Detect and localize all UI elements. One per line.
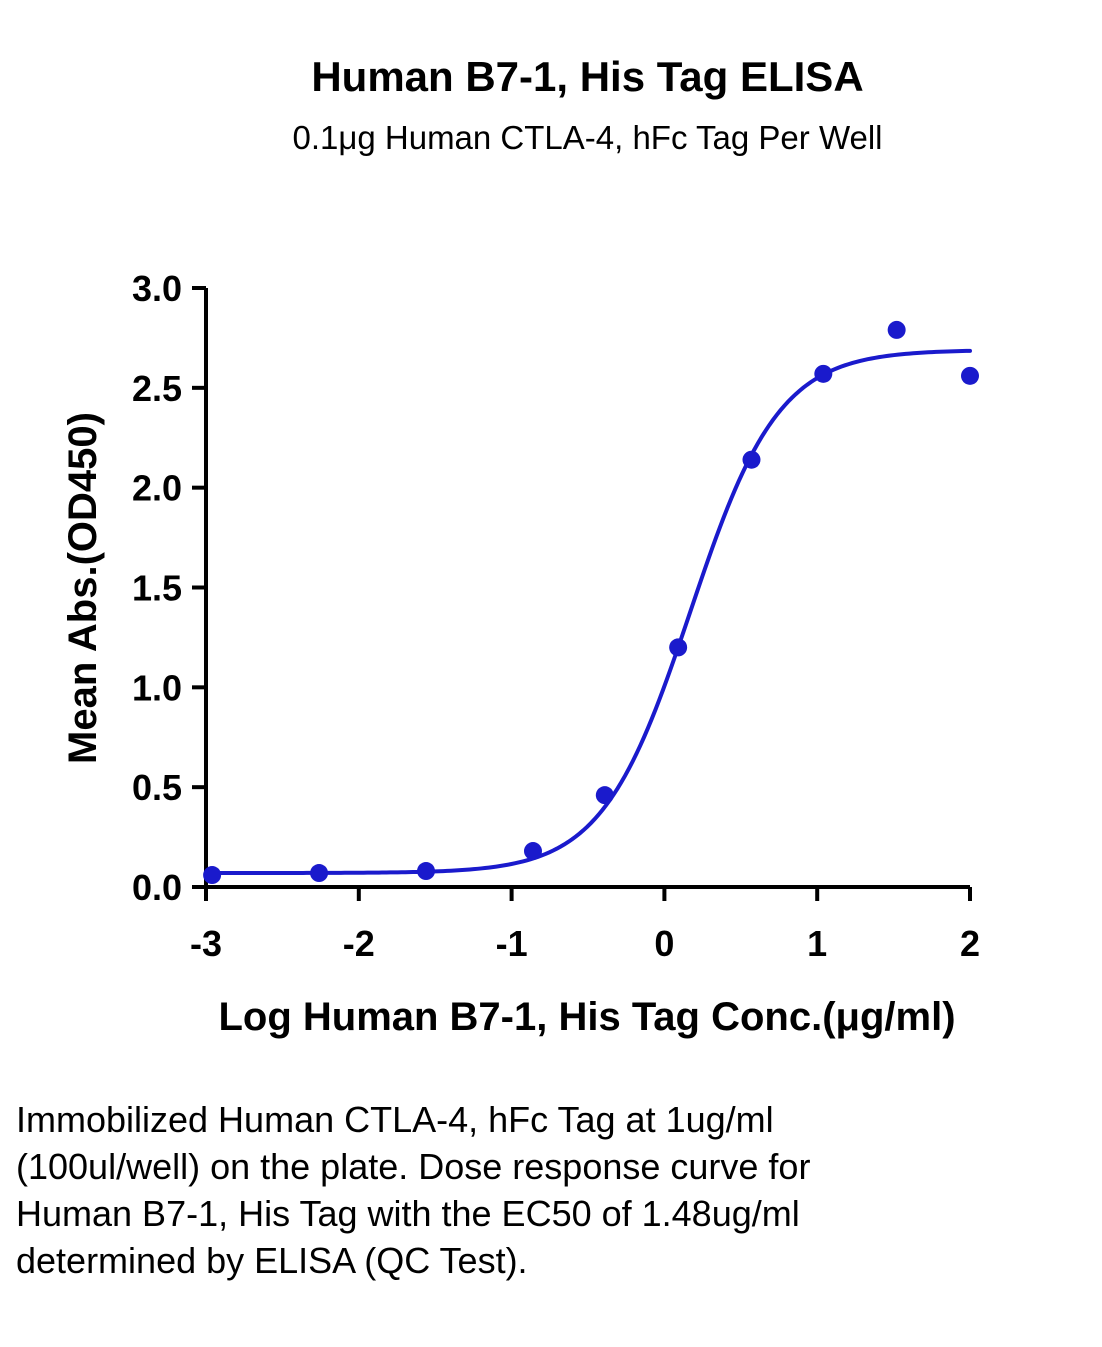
data-point — [595, 786, 614, 805]
figure-caption: Immobilized Human CTLA-4, hFc Tag at 1ug… — [16, 1099, 811, 1281]
data-point — [417, 862, 436, 881]
data-point — [814, 364, 833, 383]
y-tick-label: 1.5 — [132, 568, 182, 609]
y-axis-label: Mean Abs.(OD450) — [61, 412, 105, 764]
y-tick-label: 0.0 — [132, 867, 182, 908]
axes: 0.0 0.5 1.0 1.5 2.0 2.5 3.0 -3 -2 -1 0 1 2 — [132, 268, 980, 964]
data-point — [961, 366, 979, 385]
data-point — [203, 866, 222, 885]
x-tick-label: -1 — [496, 923, 528, 964]
data-point — [669, 638, 688, 657]
x-tick-label: -3 — [190, 923, 222, 964]
fit-curve — [210, 348, 972, 876]
x-tick-label: -2 — [343, 923, 375, 964]
chart-title: Human B7-1, His Tag ELISA — [311, 53, 864, 100]
data-point — [742, 450, 761, 469]
data-point — [887, 320, 906, 339]
elisa-dose-response-chart: 0.0 0.5 1.0 1.5 2.0 2.5 3.0 -3 -2 -1 0 1 2 Log Human… — [61, 268, 980, 1039]
x-tick-label: 0 — [654, 923, 674, 964]
x-tick-label: 2 — [960, 923, 980, 964]
data-point — [310, 864, 329, 883]
data-points — [203, 320, 979, 885]
y-tick-label: 1.0 — [132, 667, 182, 708]
y-tick-label: 2.5 — [132, 368, 182, 409]
y-tick-label: 0.5 — [132, 767, 182, 808]
chart-subtitle: 0.1μg Human CTLA-4, hFc Tag Per Well — [292, 119, 883, 156]
x-axis-label: Log Human B7-1, His Tag Conc.(μg/ml) — [218, 995, 955, 1039]
x-tick-label: 1 — [807, 923, 827, 964]
y-tick-label: 2.0 — [132, 468, 182, 509]
data-point — [523, 842, 542, 861]
y-tick-label: 3.0 — [132, 268, 182, 309]
